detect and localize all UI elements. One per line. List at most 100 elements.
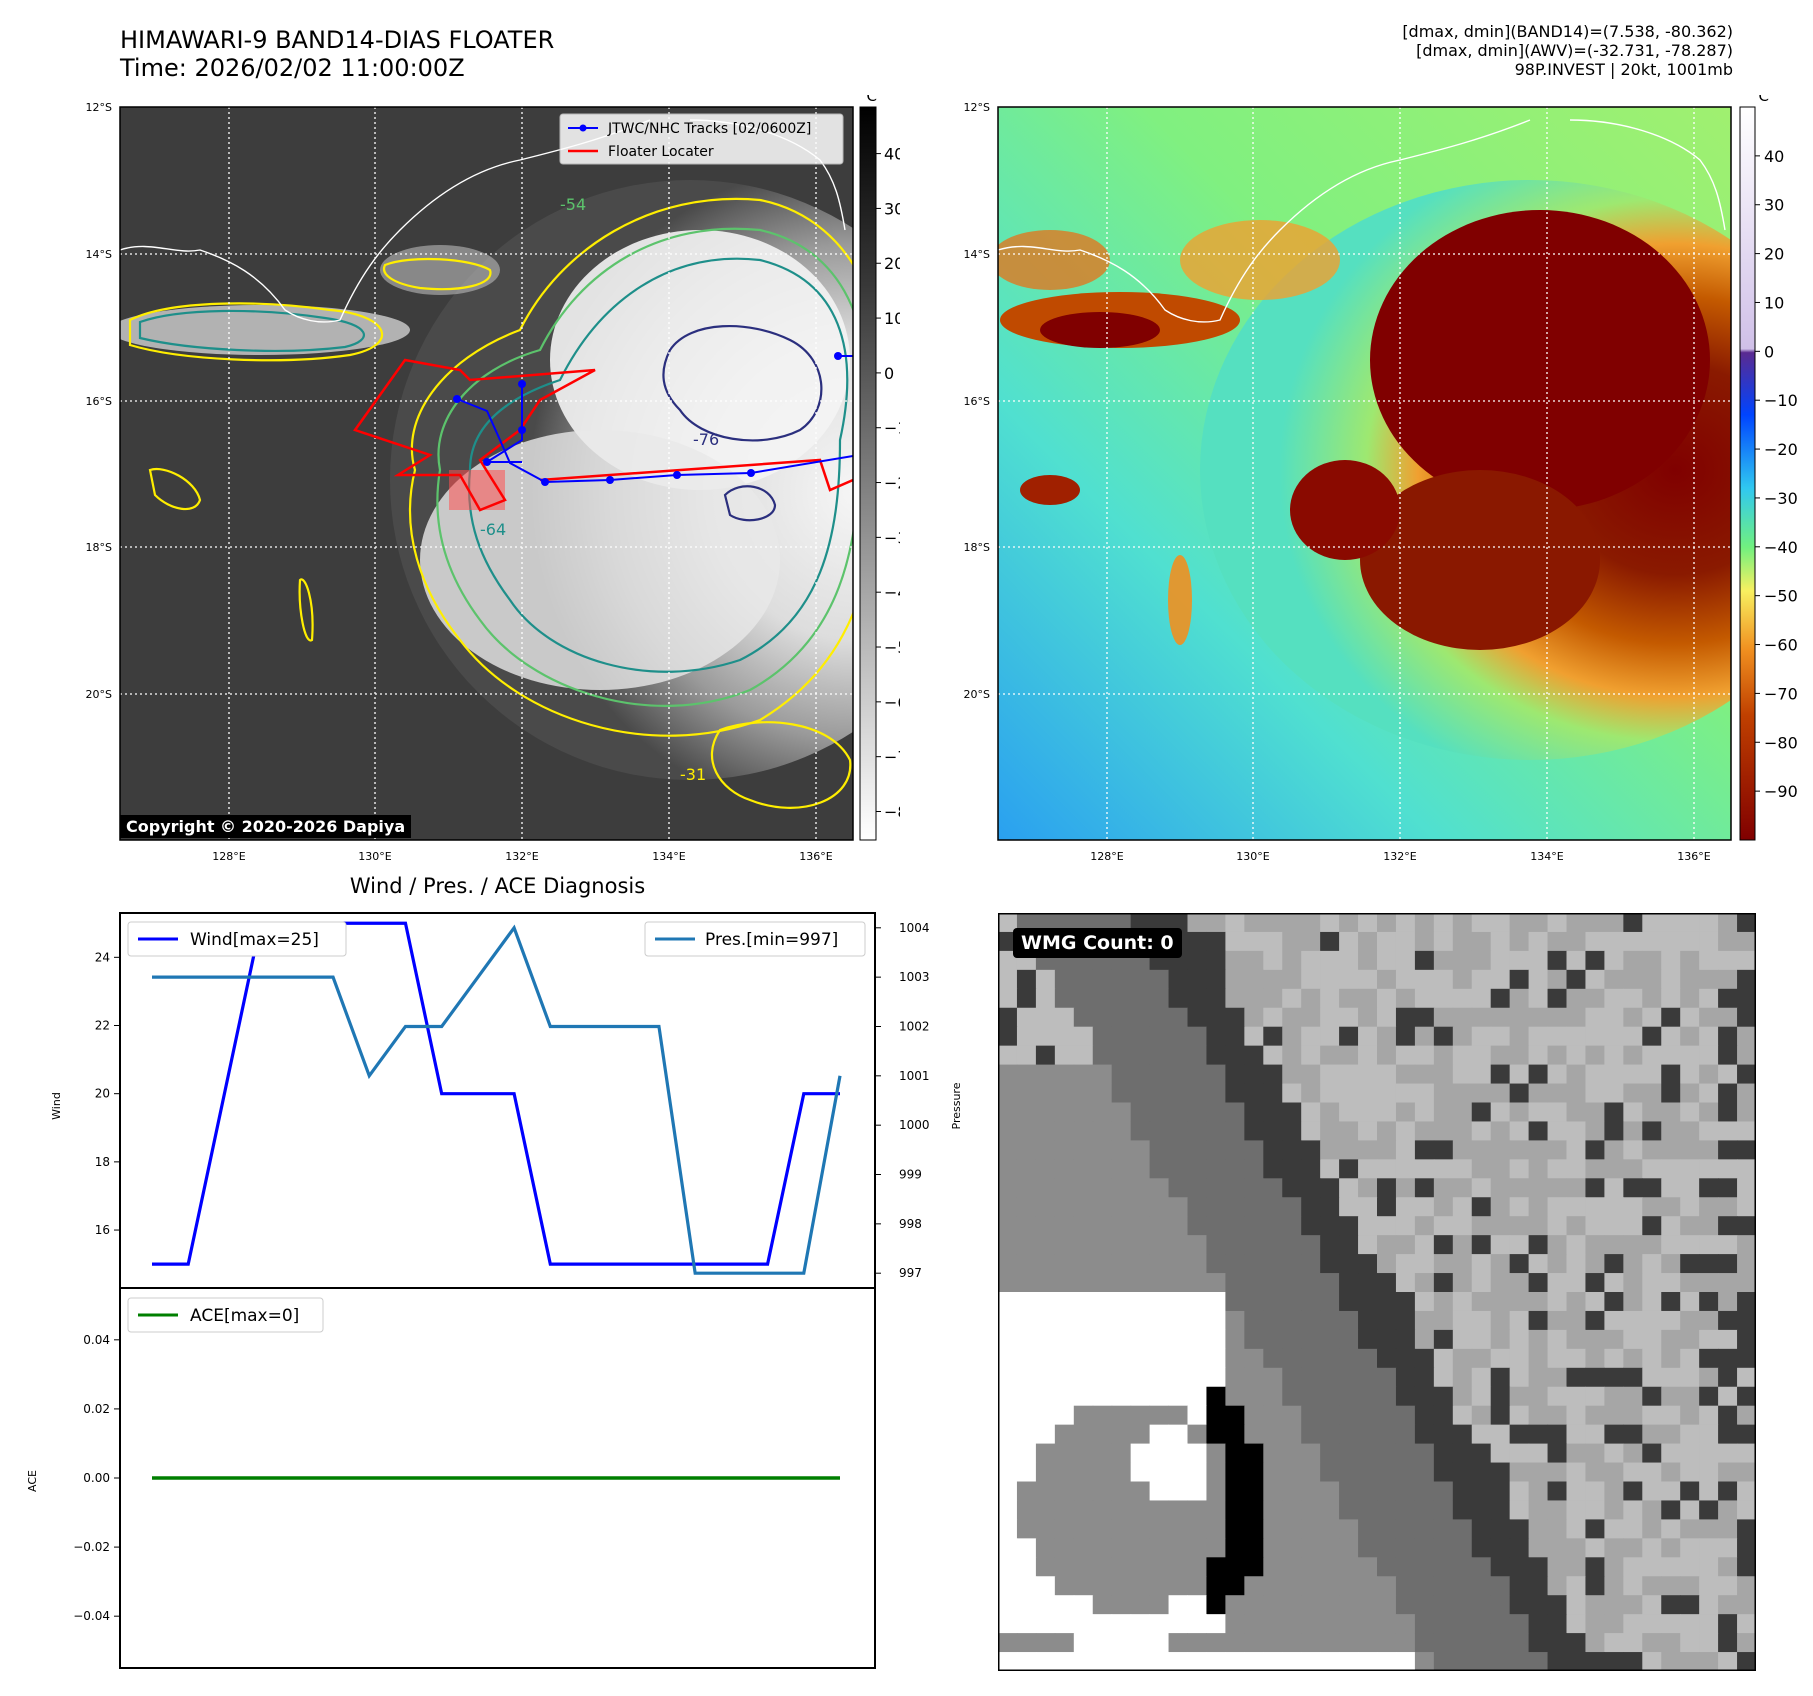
ace-tick-label: −0.02	[73, 1540, 110, 1554]
colorbar-tick: −80	[1764, 733, 1798, 752]
info-block: [dmax, dmin](BAND14)=(7.538, -80.362) [d…	[1402, 22, 1733, 79]
colorbar-tick: −70	[884, 748, 900, 767]
lat-label: 14°S	[964, 248, 990, 261]
lon-label: 136°E	[799, 850, 832, 863]
colorbar-tick: −20	[884, 474, 900, 493]
wind-tick-label: 24	[95, 950, 110, 964]
gray-colorbar	[859, 106, 877, 841]
awv-map: 12°S 14°S 16°S 18°S 20°S 128°E 130°E 132…	[964, 95, 1798, 863]
colorbar-tick: −60	[884, 693, 900, 712]
pressure-tick-label: 1001	[899, 1069, 930, 1083]
floater-locater-path	[352, 358, 596, 512]
map-legend: JTWC/NHC Tracks [02/0600Z] Floater Locat…	[559, 113, 844, 165]
lon-label: 132°E	[1383, 850, 1416, 863]
pressure-tick-label: 999	[899, 1168, 922, 1182]
lon-label: 130°E	[358, 850, 391, 863]
colorbar-tick: −20	[1764, 440, 1798, 459]
wmg-count-badge: WMG Count: 0	[1013, 928, 1182, 958]
lon-label: 134°E	[652, 850, 685, 863]
legend-tracks-label: JTWC/NHC Tracks [02/0600Z]	[607, 121, 811, 137]
colorbar-tick: 30	[884, 199, 900, 218]
contour-76	[662, 325, 823, 442]
pressure-axis-label: Pressure	[950, 1082, 960, 1129]
colorbar-tick: −40	[884, 583, 900, 602]
colorbar-tick: 40	[884, 145, 900, 164]
band14-map: -54 -31 -64 -76 JTWC/NHC Tracks [02/0600…	[86, 95, 900, 863]
lat-label: 12°S	[86, 101, 112, 114]
lon-label: 128°E	[212, 850, 245, 863]
lat-label: 18°S	[964, 541, 990, 554]
info-line-1: [dmax, dmin](BAND14)=(7.538, -80.362)	[1402, 22, 1733, 41]
colorbar-tick: 20	[1764, 245, 1784, 264]
lat-label: 12°S	[964, 101, 990, 114]
lon-label: 128°E	[1090, 850, 1123, 863]
info-line-3: 98P.INVEST | 20kt, 1001mb	[1514, 60, 1733, 79]
wind-tick-label: 16	[95, 1223, 110, 1237]
colorbar-tick: −10	[1764, 391, 1798, 410]
wind-legend: Wind[max=25]	[127, 921, 347, 957]
contour-label-54: -54	[560, 195, 586, 214]
ace-tick-label: 0.02	[83, 1402, 110, 1416]
pres-legend: Pres.[min=997]	[644, 921, 866, 957]
colorbar-tick: 0	[884, 364, 894, 383]
pressure-tick-label: 1000	[899, 1118, 930, 1132]
colorbar-tick: −40	[1764, 538, 1798, 557]
lat-label: 20°S	[86, 688, 112, 701]
diagnosis-chart: 161820222499799899910001001100210031004 …	[26, 912, 960, 1669]
legend-locater-label: Floater Locater	[608, 144, 714, 160]
colorbar-tick: 10	[884, 309, 900, 328]
lon-label: 134°E	[1530, 850, 1563, 863]
lat-label: 20°S	[964, 688, 990, 701]
colorbar-tick: −70	[1764, 684, 1798, 703]
pressure-tick-label: 1002	[899, 1019, 930, 1033]
color-colorbar	[1739, 106, 1756, 841]
ace-tick-label: 0.00	[83, 1471, 110, 1485]
wind-tick-label: 22	[95, 1019, 110, 1033]
gridlines	[120, 107, 853, 840]
wind-series-line	[152, 921, 840, 1266]
lat-label: 18°S	[86, 541, 112, 554]
colorbar-tick: −30	[1764, 489, 1798, 508]
pressure-tick-label: 1004	[899, 921, 930, 935]
lon-label: 132°E	[505, 850, 538, 863]
colorbar-tick: 20	[884, 254, 900, 273]
colorbar-tick: −50	[1764, 587, 1798, 606]
ace-legend: ACE[max=0]	[127, 1297, 324, 1333]
contour-label-31: -31	[680, 765, 706, 784]
pressure-tick-label: 998	[899, 1217, 922, 1231]
lon-label: 136°E	[1677, 850, 1710, 863]
pressure-series-line	[152, 924, 842, 1275]
wmg-grid	[998, 913, 1756, 1671]
colorbar-tick: −60	[1764, 636, 1798, 655]
main-title: HIMAWARI-9 BAND14-DIAS FLOATER Time: 202…	[120, 26, 554, 82]
wind-tick-label: 20	[95, 1087, 110, 1101]
colorbar-tick: 40	[1764, 147, 1784, 166]
diagnosis-title: Wind / Pres. / ACE Diagnosis	[349, 874, 646, 898]
colorbar-tick: 0	[1764, 342, 1774, 361]
wind-legend-label: Wind[max=25]	[190, 930, 319, 950]
colorbar-tick: 10	[1764, 293, 1784, 312]
info-line-2: [dmax, dmin](AWV)=(-32.731, -78.287)	[1416, 41, 1733, 60]
contour-31	[408, 197, 853, 737]
title-line-2: Time: 2026/02/02 11:00:00Z	[120, 54, 465, 82]
contour-label-64: -64	[480, 520, 506, 539]
ace-tick-label: 0.04	[83, 1333, 110, 1347]
colorbar-tick: −50	[884, 638, 900, 657]
colorbar-tick: −90	[1764, 782, 1798, 801]
lat-label: 16°S	[964, 395, 990, 408]
lat-label: 16°S	[86, 395, 112, 408]
colorbar-tick: −80	[884, 802, 900, 821]
colorbar-unit: °C	[1751, 95, 1769, 105]
wind-tick-label: 18	[95, 1155, 110, 1169]
ace-legend-label: ACE[max=0]	[190, 1306, 299, 1326]
colorbar-tick: −10	[884, 419, 900, 438]
ace-tick-label: −0.04	[73, 1609, 110, 1623]
wind-axis-label: Wind	[50, 1092, 63, 1120]
colorbar-tick: 30	[1764, 196, 1784, 215]
contour-64	[468, 257, 849, 673]
wind-panel-frame	[119, 912, 876, 1289]
copyright-label: Copyright © 2020-2026 Dapiya	[120, 815, 412, 838]
contour-label-76: -76	[693, 430, 719, 449]
contour-54	[436, 227, 853, 707]
title-line-1: HIMAWARI-9 BAND14-DIAS FLOATER	[120, 26, 555, 54]
